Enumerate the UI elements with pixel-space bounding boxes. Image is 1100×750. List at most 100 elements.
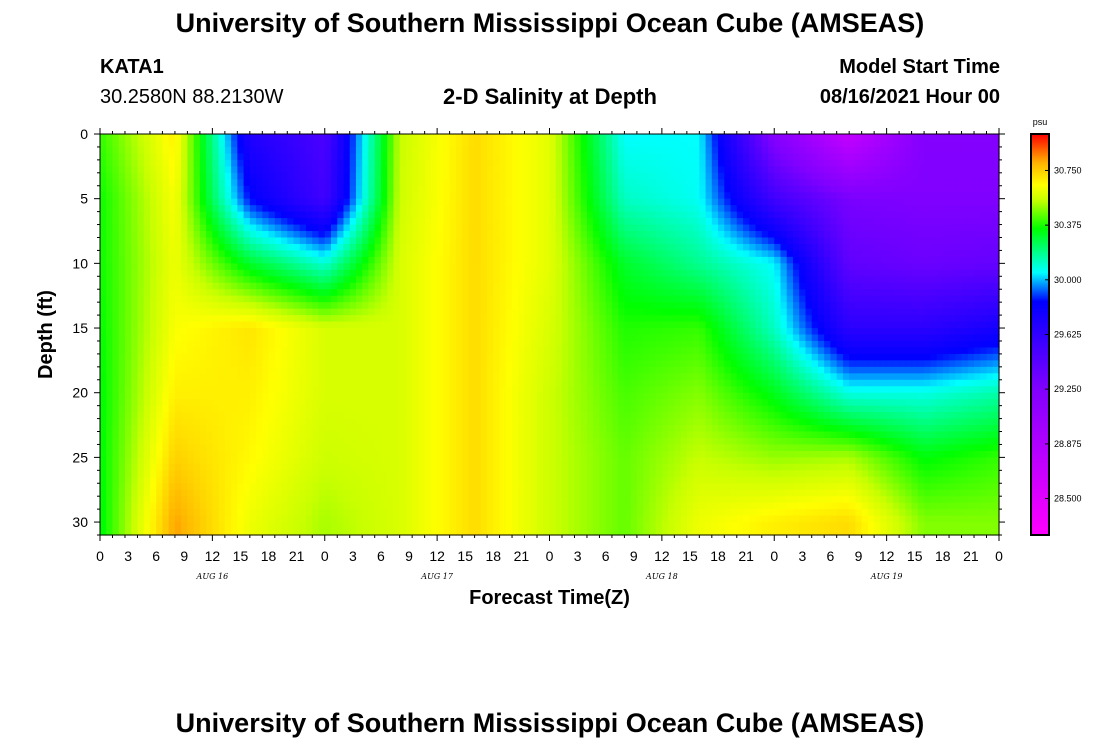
heatmap-cell	[462, 282, 469, 290]
heatmap-cell	[549, 269, 557, 277]
heatmap-cell	[474, 528, 482, 536]
heatmap-cell	[237, 166, 245, 174]
heatmap-cell	[505, 425, 513, 433]
heatmap-cell	[324, 185, 332, 193]
heatmap-cell	[330, 269, 338, 277]
heatmap-cell	[243, 237, 251, 245]
heatmap-cell	[274, 192, 282, 200]
heatmap-cell	[462, 431, 469, 439]
heatmap-cell	[580, 489, 588, 497]
heatmap-cell	[474, 256, 482, 264]
heatmap-cell	[530, 224, 538, 232]
heatmap-cell	[324, 295, 332, 303]
heatmap-cell	[149, 172, 157, 180]
heatmap-cell	[168, 347, 176, 355]
heatmap-cell	[443, 418, 451, 426]
heatmap-cell	[424, 347, 432, 355]
heatmap-cell	[512, 140, 519, 148]
heatmap-cell	[493, 515, 501, 523]
heatmap-cell	[343, 295, 351, 303]
heatmap-cell	[355, 295, 363, 303]
heatmap-cell	[212, 347, 220, 355]
heatmap-cell	[505, 192, 513, 200]
heatmap-cell	[149, 366, 157, 374]
heatmap-cell	[368, 328, 376, 336]
heatmap-cell	[549, 489, 557, 497]
heatmap-cell	[268, 153, 276, 161]
heatmap-cell	[268, 146, 276, 155]
heatmap-cell	[249, 444, 257, 452]
heatmap-cell	[487, 509, 494, 517]
heatmap-cell	[418, 450, 426, 458]
heatmap-cell	[393, 515, 401, 523]
heatmap-cell	[455, 450, 463, 458]
heatmap-cell	[312, 185, 320, 193]
heatmap-cell	[206, 146, 213, 155]
heatmap-cell	[380, 412, 388, 420]
heatmap-cell	[131, 528, 139, 536]
heatmap-cell	[318, 386, 326, 394]
heatmap-cell	[418, 295, 426, 303]
heatmap-cell	[424, 308, 432, 316]
heatmap-cell	[212, 437, 220, 446]
heatmap-cell	[493, 218, 501, 226]
heatmap-cell	[274, 515, 282, 523]
heatmap-cell	[268, 522, 276, 530]
heatmap-cell	[574, 276, 582, 284]
heatmap-cell	[412, 159, 419, 167]
heatmap-cell	[355, 379, 363, 387]
heatmap-cell	[412, 231, 419, 239]
heatmap-cell	[187, 353, 195, 361]
heatmap-cell	[537, 489, 544, 497]
heatmap-cell	[487, 166, 494, 174]
heatmap-cell	[249, 379, 257, 387]
heatmap-cell	[405, 463, 413, 471]
heatmap-cell	[112, 231, 120, 239]
heatmap-cell	[306, 250, 313, 258]
heatmap-cell	[449, 179, 457, 187]
heatmap-cell	[530, 159, 538, 167]
heatmap-cell	[362, 192, 370, 200]
heatmap-cell	[493, 431, 501, 439]
heatmap-cell	[568, 353, 576, 361]
heatmap-cell	[430, 179, 438, 187]
heatmap-cell	[362, 308, 370, 316]
heatmap-cell	[505, 211, 513, 219]
heatmap-cell	[262, 243, 270, 252]
heatmap-cell	[487, 295, 494, 303]
heatmap-cell	[468, 243, 476, 252]
heatmap-cell	[355, 269, 363, 277]
heatmap-cell	[487, 179, 494, 187]
heatmap-cell	[530, 340, 538, 349]
heatmap-cell	[399, 444, 407, 452]
heatmap-cell	[287, 373, 295, 381]
heatmap-cell	[256, 302, 263, 310]
heatmap-cell	[499, 237, 507, 245]
heatmap-cell	[174, 237, 182, 245]
heatmap-cell	[306, 185, 313, 193]
heatmap-cell	[586, 347, 594, 355]
heatmap-cell	[437, 308, 444, 316]
heatmap-cell	[237, 353, 245, 361]
heatmap-cell	[162, 522, 170, 530]
heatmap-cell	[124, 302, 132, 310]
heatmap-cell	[474, 347, 482, 355]
heatmap-cell	[306, 263, 313, 271]
heatmap-cell	[568, 289, 576, 297]
heatmap-cell	[412, 328, 419, 336]
heatmap-cell	[443, 146, 451, 155]
heatmap-cell	[505, 431, 513, 439]
heatmap-cell	[499, 347, 507, 355]
heatmap-cell	[306, 392, 313, 400]
heatmap-cell	[206, 224, 213, 232]
heatmap-cell	[268, 366, 276, 374]
heatmap-cell	[112, 159, 120, 167]
heatmap-cell	[449, 315, 457, 323]
heatmap-cell	[443, 340, 451, 349]
heatmap-cell	[593, 146, 601, 155]
heatmap-cell	[543, 399, 551, 407]
heatmap-cell	[268, 308, 276, 316]
heatmap-cell	[262, 153, 270, 161]
heatmap-cell	[468, 315, 476, 323]
heatmap-cell	[118, 263, 126, 271]
